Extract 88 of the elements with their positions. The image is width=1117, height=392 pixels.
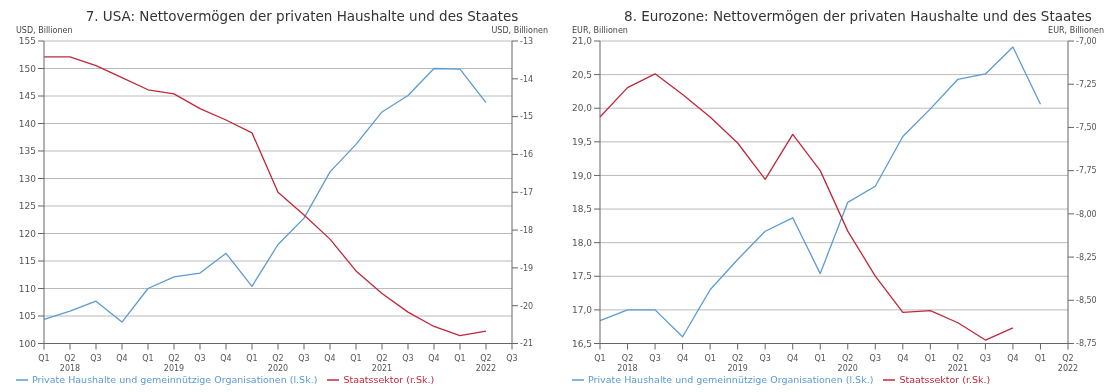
y-tick-label: 135 xyxy=(18,146,36,157)
y2-tick-label: -16 xyxy=(520,150,534,160)
x-tick-label: Q1 xyxy=(704,353,716,363)
y2-tick-label: -7,50 xyxy=(1076,123,1097,133)
x-tick-label: Q4 xyxy=(220,353,232,363)
y2-axis-title: EUR, Billionen xyxy=(1048,26,1104,36)
x-tick-label: Q2 2019 xyxy=(163,353,185,373)
x-tick-label: Q2 2022 xyxy=(1057,353,1079,373)
legend-label: Staatssektor (r.Sk.) xyxy=(343,373,435,385)
y2-tick-label: -18 xyxy=(520,225,534,235)
x-tick-label: Q2 2018 xyxy=(617,353,638,373)
x-tick-label: Q1 xyxy=(814,353,826,363)
line-series xyxy=(599,73,1014,341)
y2-tick-label: -7,25 xyxy=(1076,80,1097,90)
y2-tick-label: -17 xyxy=(520,188,534,198)
y2-tick-label: -7,00 xyxy=(1076,36,1097,46)
x-tick-label: Q2 2020 xyxy=(837,353,858,373)
x-tick-label: Q4 xyxy=(428,353,440,363)
y2-tick-label: -8,75 xyxy=(1076,339,1097,349)
y2-tick-label: -8,00 xyxy=(1076,209,1097,219)
x-tick-label: Q4 xyxy=(1007,353,1019,363)
y-tick-label: 145 xyxy=(18,91,36,102)
y-tick-label: 110 xyxy=(18,283,37,294)
x-tick-label: Q3 xyxy=(649,353,661,363)
x-tick-label: Q4 xyxy=(676,353,689,363)
legend-label: Private Haushalte und gemeinnützige Organisationen (l.Sk.) xyxy=(588,373,874,385)
x-tick-label: Q2 2021 xyxy=(371,353,393,373)
legend-label: Staatssektor (r.Sk.) xyxy=(899,373,991,385)
x-tick-label: Q3 xyxy=(90,353,102,363)
y-tick-label: 20,5 xyxy=(571,69,592,80)
legend-label: Private Haushalte und gemeinnützige Organisationen (l.Sk.) xyxy=(32,373,318,385)
x-tick-label: Q2 2020 xyxy=(267,353,289,373)
y-axis-title: EUR, Billionen xyxy=(572,26,628,36)
x-tick-label: Q3 xyxy=(759,353,771,363)
y2-tick-label: -15 xyxy=(520,112,534,122)
x-tick-label: Q3 xyxy=(298,353,310,363)
x-tick-label: Q4 xyxy=(116,353,128,363)
x-tick-label: Q3 xyxy=(869,353,881,363)
x-tick-label: Q1 xyxy=(246,353,258,363)
y2-tick-label: -7,75 xyxy=(1076,166,1097,176)
y2-tick-label: -13 xyxy=(520,36,534,46)
y-tick-label: 100 xyxy=(18,338,37,349)
x-tick-label: Q2 2019 xyxy=(727,353,748,373)
y-tick-label: 21,0 xyxy=(571,36,593,47)
y-tick-label: 125 xyxy=(18,201,36,212)
x-tick-label: Q4 xyxy=(897,353,909,363)
y-tick-label: 18,0 xyxy=(571,237,593,248)
y-tick-label: 120 xyxy=(18,228,37,239)
chart-title: 8. Eurozone: Nettovermögen der privaten Haushalte und des Staates xyxy=(623,8,1093,26)
x-tick-label: Q4 xyxy=(787,353,799,363)
x-tick-label: Q1 xyxy=(454,353,466,363)
y2-tick-label: -8,25 xyxy=(1076,252,1097,262)
y-tick-label: 19,0 xyxy=(571,170,593,181)
y2-tick-label: -20 xyxy=(520,301,534,311)
x-tick-label: Q2 2022 xyxy=(475,353,497,373)
y-tick-label: 17,5 xyxy=(571,271,592,282)
y2-tick-label: -21 xyxy=(520,339,534,349)
y2-tick-label: -19 xyxy=(520,263,534,273)
y-tick-label: 18,5 xyxy=(571,204,592,215)
y-tick-label: 155 xyxy=(18,36,36,47)
y-tick-label: 150 xyxy=(18,63,37,74)
x-tick-label: Q3 xyxy=(402,353,414,363)
x-tick-label: Q1 xyxy=(594,353,606,363)
y-tick-label: 16,5 xyxy=(571,338,592,349)
line-series xyxy=(599,46,1042,338)
x-tick-label: Q3 xyxy=(506,353,518,363)
x-tick-label: Q1 xyxy=(142,353,154,363)
chart-title: 7. USA: Nettovermögen der privaten Haushalte und des Staates xyxy=(84,8,520,26)
y-tick-label: 17,0 xyxy=(571,305,593,316)
y-tick-label: 130 xyxy=(18,173,37,184)
x-tick-label: Q1 xyxy=(38,353,50,363)
y2-tick-label: -14 xyxy=(520,74,534,84)
x-tick-label: Q1 xyxy=(350,353,362,363)
x-tick-label: Q1 xyxy=(924,353,937,363)
y-axis-title: USD, Billionen xyxy=(16,26,73,36)
y2-axis-title: USD, Billionen xyxy=(491,26,548,36)
y-tick-label: 20,0 xyxy=(571,103,593,114)
x-tick-label: Q1 xyxy=(1034,353,1047,363)
x-tick-label: Q2 2021 xyxy=(947,353,969,373)
y-tick-label: 105 xyxy=(18,311,36,322)
x-tick-label: Q2 2018 xyxy=(59,353,81,373)
y-tick-label: 19,5 xyxy=(571,137,592,148)
y-tick-label: 140 xyxy=(18,118,37,129)
x-tick-label: Q3 xyxy=(979,353,992,363)
x-tick-label: Q3 xyxy=(194,353,206,363)
y2-tick-label: -8,50 xyxy=(1076,296,1097,306)
x-tick-label: Q4 xyxy=(324,353,336,363)
y-tick-label: 115 xyxy=(18,256,36,267)
